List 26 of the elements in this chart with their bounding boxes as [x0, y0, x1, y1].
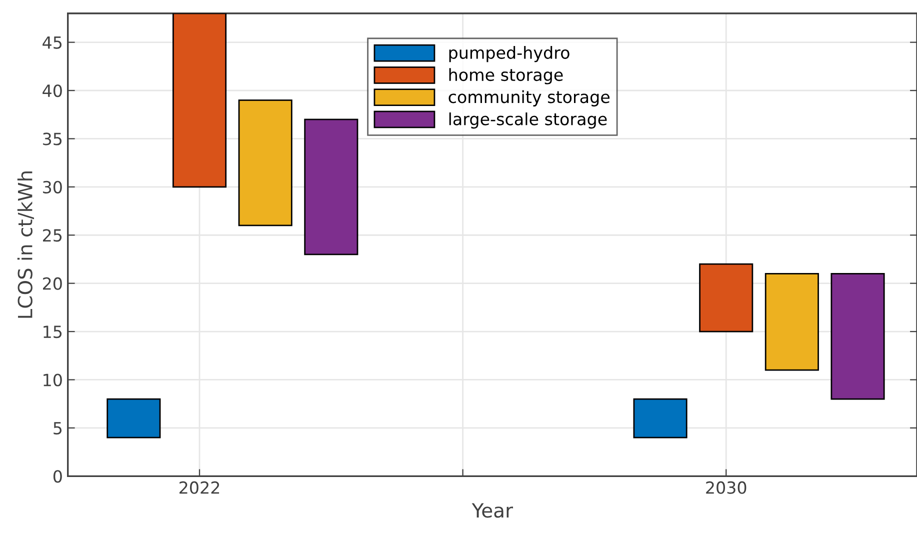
x-axis-title: Year: [472, 503, 514, 518]
y-tick-label: 20: [43, 277, 62, 290]
y-tick-label: 5: [54, 422, 62, 435]
bar: [304, 118, 358, 256]
x-tick-label: 2022: [180, 481, 220, 494]
legend-label: large-scale storage: [449, 112, 607, 129]
bar: [106, 398, 161, 438]
y-tick-label: 10: [44, 374, 62, 386]
bar: [830, 272, 885, 400]
bar: [764, 272, 819, 371]
y-tick-label: 45: [42, 36, 62, 49]
x-tick-label: 2030: [706, 481, 746, 494]
y-axis-title: LCOS in ct/kWh: [17, 172, 34, 318]
bar: [238, 99, 292, 226]
y-tick-label: 35: [43, 132, 62, 146]
y-tick-label: 30: [43, 180, 62, 194]
legend-label: home storage: [449, 68, 563, 84]
bar: [633, 398, 688, 438]
legend-label: community storage: [448, 90, 610, 106]
bar: [699, 263, 754, 332]
bar: [172, 13, 227, 188]
legend-label: pumped-hydro: [449, 46, 570, 62]
y-tick-label: 15: [44, 326, 62, 338]
y-tick-label: 25: [43, 229, 62, 242]
y-tick-label: 40: [42, 84, 62, 98]
y-tick-label: 0: [53, 470, 62, 483]
